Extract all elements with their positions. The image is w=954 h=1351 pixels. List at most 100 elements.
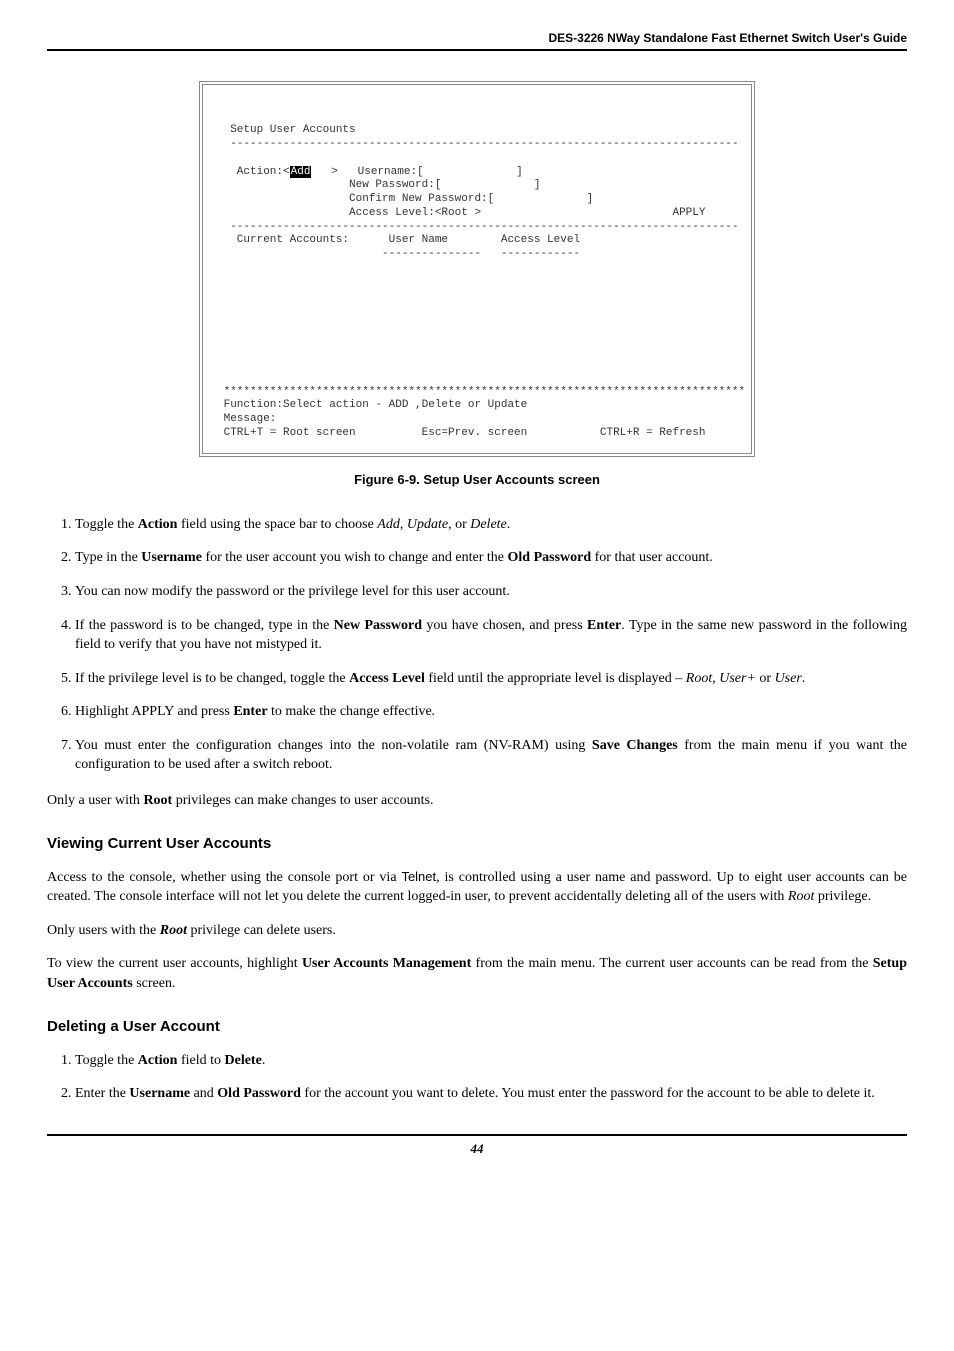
list-item: Toggle the Action field using the space … <box>75 515 907 535</box>
paragraph: Only a user with Root privileges can mak… <box>47 791 907 811</box>
instruction-list-1: Toggle the Action field using the space … <box>47 515 907 775</box>
terminal-line <box>217 152 224 164</box>
bold-text: Action <box>138 1053 178 1068</box>
terminal-line: Action:<Add > Username:[ ] <box>217 166 523 178</box>
text: Enter the <box>75 1086 129 1101</box>
bold-italic-text: Root <box>160 923 187 938</box>
text: for that user account. <box>591 550 713 565</box>
terminal-line: ****************************************… <box>217 386 745 398</box>
text: screen. <box>133 976 176 991</box>
italic-text: User+ <box>719 671 756 686</box>
list-item: Toggle the Action field to Delete. <box>75 1051 907 1071</box>
italic-text: Root <box>788 889 814 904</box>
instruction-list-2: Toggle the Action field to Delete. Enter… <box>47 1051 907 1104</box>
bold-text: Access Level <box>349 671 425 686</box>
italic-text: User <box>775 671 802 686</box>
bold-text: User Accounts Management <box>302 956 471 971</box>
terminal-line: --------------- ------------ <box>217 248 580 260</box>
list-item: You can now modify the password or the p… <box>75 582 907 602</box>
paragraph: Only users with the Root privilege can d… <box>47 921 907 941</box>
text: Only a user with <box>47 793 143 808</box>
text: To view the current user accounts, highl… <box>47 956 302 971</box>
terminal-line <box>217 289 224 301</box>
list-item: Type in the Username for the user accoun… <box>75 548 907 568</box>
text: If the privilege level is to be changed,… <box>75 671 349 686</box>
terminal-line: Current Accounts: User Name Access Level <box>217 234 580 246</box>
bold-text: Username <box>141 550 202 565</box>
text: field to <box>177 1053 224 1068</box>
text: privilege. <box>814 889 871 904</box>
terminal-screenshot: Setup User Accounts --------------------… <box>199 81 755 457</box>
text: to make the change effective <box>268 704 432 719</box>
page-number: 44 <box>471 1141 484 1156</box>
page-footer: 44 <box>47 1134 907 1158</box>
bold-text: Username <box>129 1086 190 1101</box>
text: privileges can make changes to user acco… <box>172 793 433 808</box>
terminal-line: ----------------------------------------… <box>217 221 739 233</box>
terminal-line: Function:Select action - ADD ,Delete or … <box>217 399 527 411</box>
text: for the user account you wish to change … <box>202 550 508 565</box>
bold-text: Old Password <box>508 550 592 565</box>
bold-text: Root <box>143 793 172 808</box>
list-item: Enter the Username and Old Password for … <box>75 1084 907 1104</box>
text: field using the space bar to choose <box>177 517 377 532</box>
bold-text: Save Changes <box>592 738 678 753</box>
bold-text: Delete <box>225 1053 262 1068</box>
terminal-line <box>217 276 224 288</box>
text: Telnet <box>401 869 436 884</box>
text: . <box>507 517 511 532</box>
text: from the main menu. The current user acc… <box>471 956 873 971</box>
page-header: DES-3226 NWay Standalone Fast Ethernet S… <box>47 30 907 51</box>
italic-text: . <box>432 704 436 719</box>
text: , <box>400 517 407 532</box>
italic-text: Add <box>377 517 400 532</box>
paragraph: Access to the console, whether using the… <box>47 868 907 907</box>
list-item: If the privilege level is to be changed,… <box>75 669 907 689</box>
text: Type in the <box>75 550 141 565</box>
text: You can now modify the password or the p… <box>75 584 510 599</box>
terminal-line <box>217 344 224 356</box>
list-item: If the password is to be changed, type i… <box>75 616 907 655</box>
text: . <box>802 671 806 686</box>
list-item: Highlight APPLY and press Enter to make … <box>75 702 907 722</box>
terminal-line: New Password:[ ] <box>217 179 540 191</box>
text: Toggle the <box>75 1053 138 1068</box>
terminal-line: ----------------------------------------… <box>217 138 739 150</box>
paragraph: To view the current user accounts, highl… <box>47 954 907 993</box>
terminal-line <box>217 303 224 315</box>
text: If the password is to be changed, type i… <box>75 618 334 633</box>
terminal-line <box>217 358 224 370</box>
list-item: You must enter the configuration changes… <box>75 736 907 775</box>
terminal-line: Message: <box>217 413 276 425</box>
text: , or <box>448 517 470 532</box>
terminal-line <box>217 111 224 123</box>
italic-text: Update <box>407 517 448 532</box>
terminal-highlight: Add <box>290 166 312 178</box>
bold-text: Enter <box>233 704 267 719</box>
italic-text: Root <box>686 671 712 686</box>
text: you have chosen, and press <box>422 618 587 633</box>
text: field until the appropriate level is dis… <box>425 671 686 686</box>
terminal-line <box>217 262 224 274</box>
terminal-text: > Username:[ ] <box>311 166 522 178</box>
terminal-text: Action:< <box>217 166 290 178</box>
text: or <box>756 671 775 686</box>
text: Only users with the <box>47 923 160 938</box>
terminal-line <box>217 331 224 343</box>
italic-text: Delete <box>470 517 507 532</box>
text: Access to the console, whether using the… <box>47 870 401 885</box>
terminal-line: Confirm New Password:[ ] <box>217 193 593 205</box>
header-title: DES-3226 NWay Standalone Fast Ethernet S… <box>548 31 907 45</box>
bold-text: Old Password <box>217 1086 301 1101</box>
text: and <box>190 1086 217 1101</box>
figure-caption: Figure 6-9. Setup User Accounts screen <box>47 471 907 489</box>
text: . <box>262 1053 266 1068</box>
terminal-line: CTRL+T = Root screen Esc=Prev. screen CT… <box>217 427 705 439</box>
text: Highlight APPLY and press <box>75 704 233 719</box>
text: Toggle the <box>75 517 138 532</box>
text: for the account you want to delete. You … <box>301 1086 875 1101</box>
text: You must enter the configuration changes… <box>75 738 592 753</box>
terminal-line: Access Level:<Root > APPLY <box>217 207 705 219</box>
text: privilege can delete users. <box>187 923 336 938</box>
section-heading-deleting: Deleting a User Account <box>47 1016 907 1037</box>
